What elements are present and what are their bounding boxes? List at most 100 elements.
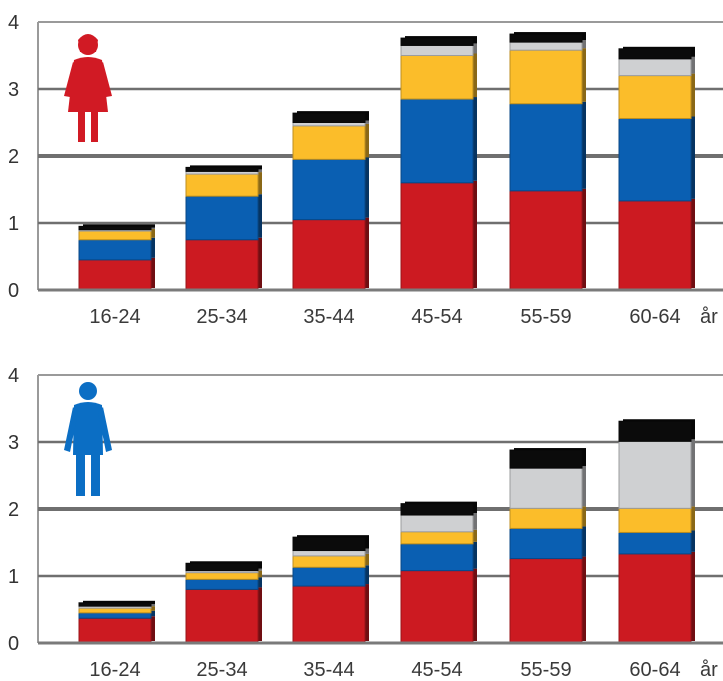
bar-segment-red [78,617,152,644]
bar-25-34 [185,165,262,291]
bar-segment-blue [185,578,259,590]
x-tick-label: 25-34 [196,306,247,328]
bar-segment-red [292,219,366,291]
bar-segment-yellow [618,75,692,119]
bar-16-24 [78,600,155,644]
bar-segment-red [509,558,583,644]
bar-segment-gray [400,514,474,533]
bar-segment-black [78,602,152,607]
bar-segment-red [618,200,692,291]
icon-left-leg [78,110,85,142]
x-tick-label: 16-24 [89,306,140,328]
bar-segment-gray [292,550,366,557]
bar-segment-blue [509,527,583,560]
bar-segment-blue [618,117,692,202]
x-tick-label: 45-54 [411,306,462,328]
bar-segment-black [618,420,692,442]
bar-segment-black [78,225,152,231]
bar-segment-yellow [292,125,366,160]
bar-segment-red [78,259,152,291]
bar-segment-yellow [78,230,152,241]
bar-segment-black [185,166,259,172]
bar-segment-blue [400,543,474,572]
bar-segment-red [185,239,259,291]
icon-right-arm [98,62,112,97]
bar-segment-gray [400,44,474,57]
male-figure-icon [64,382,112,496]
bar-segment-gray [618,440,692,509]
bar-60-64 [618,46,695,291]
x-tick-label: 55-59 [520,306,571,328]
bar-60-64 [618,419,695,644]
bar-segment-yellow [78,607,152,614]
bar-segment-yellow [292,555,366,568]
y-tick-label: 4 [8,12,19,34]
bar-45-54 [400,501,477,644]
bar-segment-blue [185,195,259,241]
bar-55-59 [509,32,586,291]
bar-segment-blue [292,566,366,587]
bar-segment-yellow [185,572,259,580]
bar-segment-blue [292,158,366,221]
y-tick-label: 4 [8,365,19,387]
bar-segment-yellow [400,531,474,545]
bar-segment-black [400,503,474,516]
bar-segment-gray [292,122,366,127]
bar-segment-red [618,553,692,644]
bar-segment-gray [509,41,583,51]
y-tick-label: 0 [8,633,19,655]
bar-segment-black [509,33,583,43]
bar-segment-red [400,182,474,291]
icon-left-arm [64,62,78,97]
y-tick-label: 1 [8,566,19,588]
y-tick-label: 3 [8,79,19,101]
icon-torso [73,402,103,455]
x-tick-label: 35-44 [303,659,354,681]
bar-segment-gray [618,58,692,77]
bar-segment-yellow [400,55,474,100]
x-tick-label: 55-59 [520,659,571,681]
icon-head [79,382,97,400]
bar-segment-yellow [509,49,583,105]
bar-segment-red [509,190,583,291]
bar-segment-gray [509,467,583,509]
bar-segment-red [292,585,366,644]
bar-segment-yellow [618,507,692,533]
bar-segment-yellow [509,507,583,529]
icon-hair [78,34,98,52]
y-tick-label: 3 [8,432,19,454]
bar-segment-black [292,112,366,124]
icon-right-leg [91,452,100,496]
y-tick-label: 1 [8,213,19,235]
icon-right-leg [91,110,98,142]
icon-dress [68,57,108,112]
bar-55-59 [509,448,586,644]
x-axis-unit-label: år [700,306,718,328]
male-chart-panel: 0 1 2 3 4 16-24 25-34 35-44 45-54 55-59 60-64 år [8,365,723,681]
x-tick-label: 45-54 [411,659,462,681]
female-figure-icon [64,34,112,142]
female-chart-panel: 0 1 2 3 4 16-24 25-34 35-44 45-54 55-59 60-64 år [8,12,723,328]
x-tick-label: 25-34 [196,659,247,681]
bar-segment-red [400,570,474,644]
x-tick-label: 60-64 [629,659,680,681]
bar-segment-black [509,449,583,469]
bar-segment-red [185,588,259,644]
bar-16-24 [78,224,155,291]
icon-right-arm [98,407,112,452]
y-tick-label: 2 [8,146,19,168]
bar-35-44 [292,535,369,644]
icon-left-leg [76,452,85,496]
x-tick-label: 16-24 [89,659,140,681]
x-tick-label: 35-44 [303,306,354,328]
bar-segment-black [618,48,692,60]
bar-segment-black [185,562,259,572]
x-tick-label: 60-64 [629,306,680,328]
x-axis-unit-label: år [700,659,718,681]
bar-45-54 [400,36,477,291]
bar-segment-blue [509,103,583,192]
bar-segment-blue [78,612,152,619]
y-tick-label: 2 [8,499,19,521]
bar-25-34 [185,561,262,644]
